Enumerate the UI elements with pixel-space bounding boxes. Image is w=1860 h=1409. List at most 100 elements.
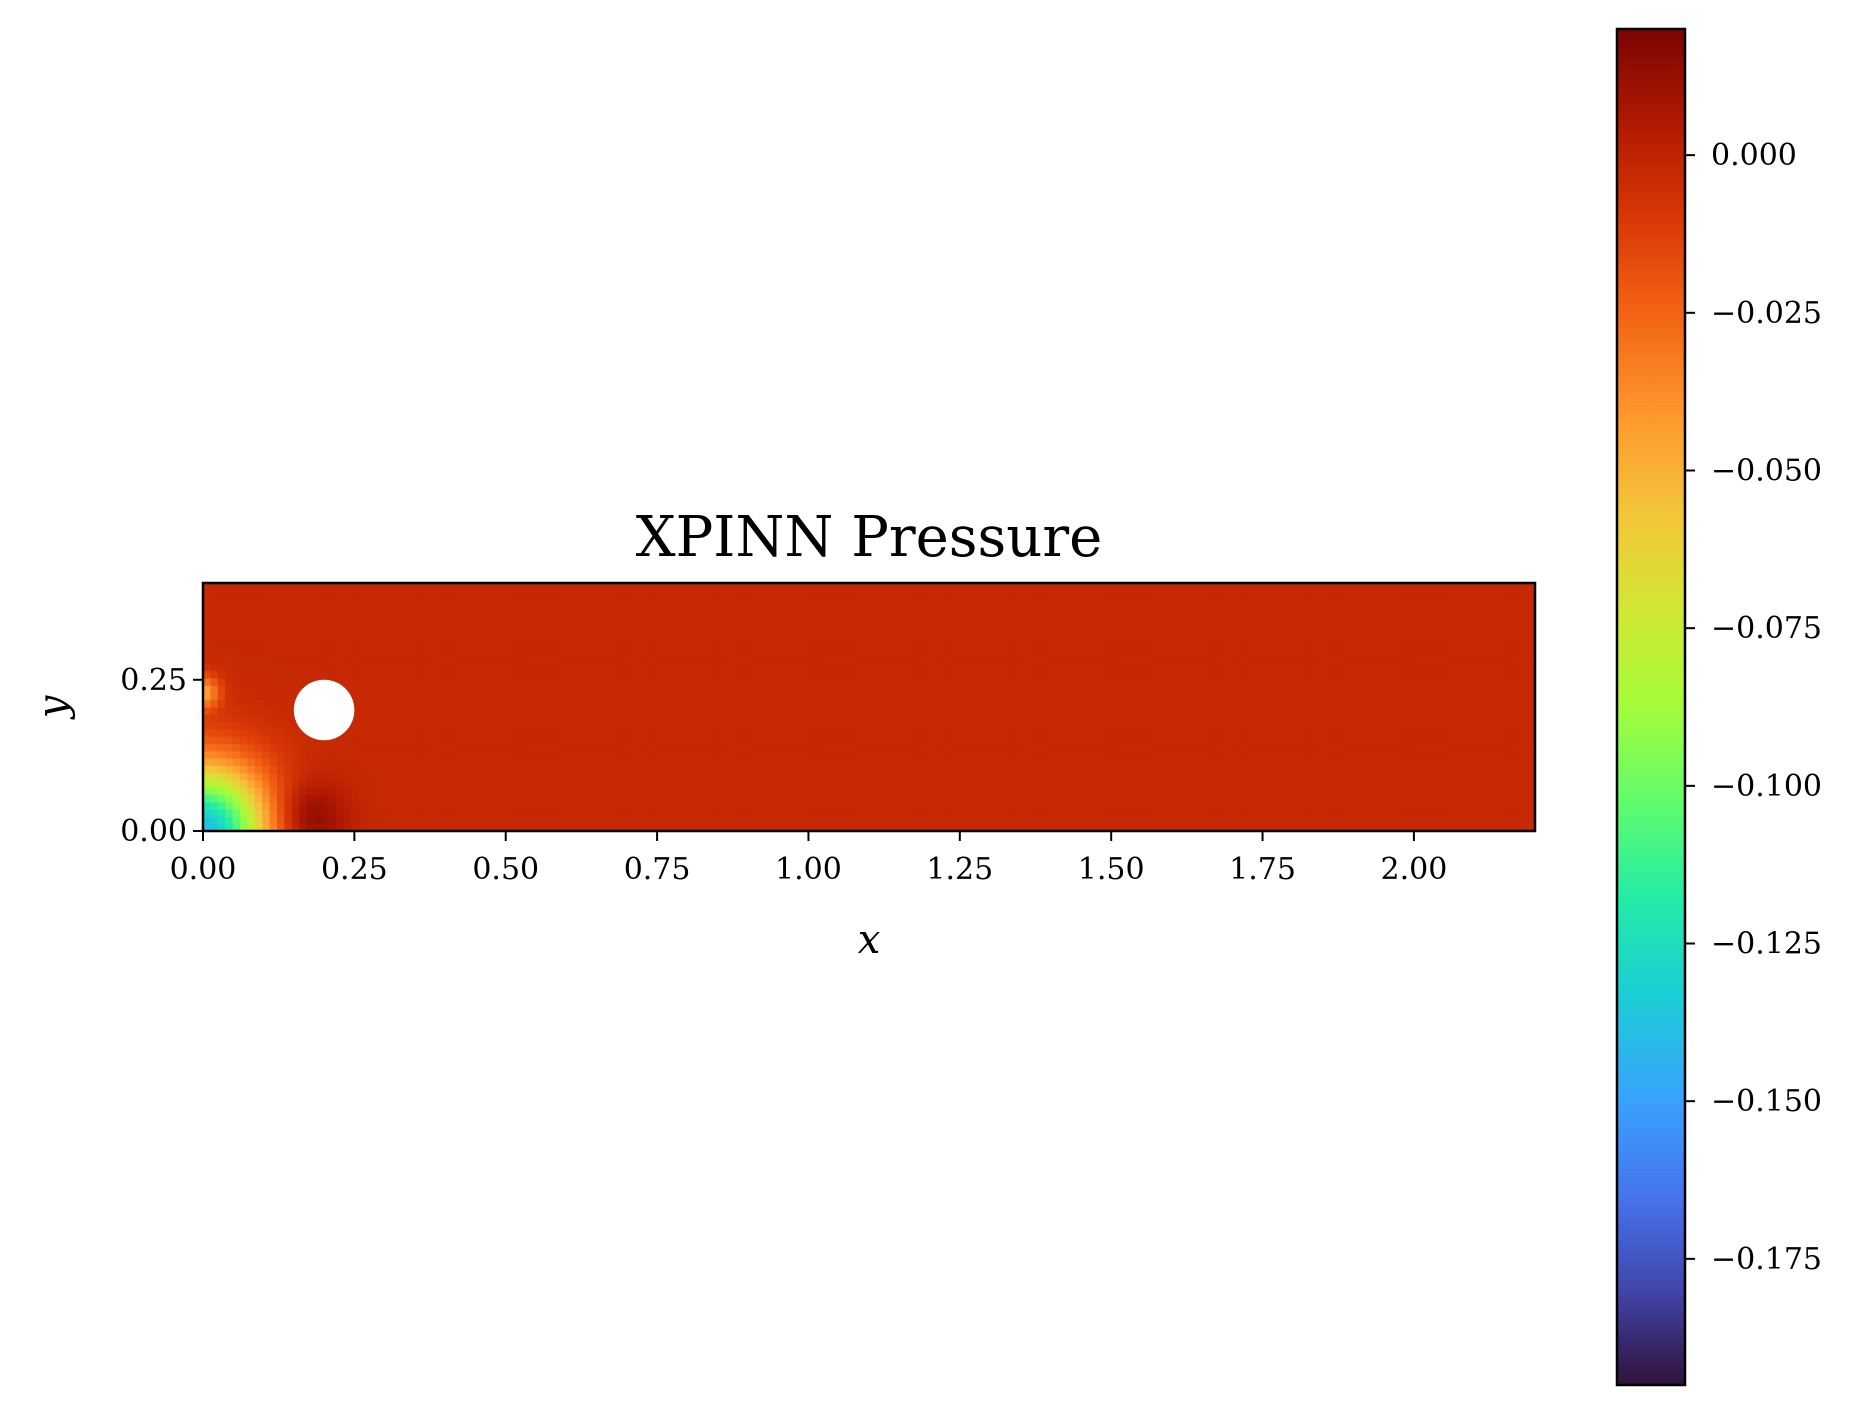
field-cell bbox=[772, 619, 781, 628]
field-cell bbox=[824, 634, 833, 642]
field-cell bbox=[1231, 641, 1240, 650]
field-cell bbox=[809, 758, 818, 766]
field-cell bbox=[861, 765, 870, 774]
field-cell bbox=[513, 809, 522, 818]
field-cell bbox=[306, 743, 315, 752]
field-cell bbox=[210, 772, 219, 781]
field-cell bbox=[417, 641, 426, 650]
field-cell bbox=[647, 604, 655, 613]
field-cell bbox=[1076, 663, 1085, 672]
field-cell bbox=[965, 699, 974, 708]
field-cell bbox=[691, 787, 700, 796]
field-cell bbox=[1024, 597, 1033, 606]
field-cell bbox=[358, 801, 367, 810]
field-cell bbox=[1194, 597, 1203, 606]
field-cell bbox=[1179, 794, 1188, 803]
field-cell bbox=[395, 787, 404, 796]
field-cell bbox=[410, 801, 419, 810]
field-cell bbox=[661, 612, 670, 621]
field-cell bbox=[1113, 634, 1122, 642]
field-cell bbox=[669, 714, 678, 723]
field-cell bbox=[765, 736, 774, 745]
field-cell bbox=[624, 677, 633, 686]
field-cell bbox=[550, 590, 559, 599]
field-cell bbox=[232, 648, 241, 657]
field-cell bbox=[1224, 750, 1233, 759]
field-cell bbox=[388, 707, 396, 715]
field-cell bbox=[469, 779, 478, 788]
field-cell bbox=[425, 787, 433, 796]
field-cell bbox=[647, 765, 655, 774]
field-cell bbox=[1179, 809, 1188, 818]
field-cell bbox=[254, 685, 263, 694]
field-cell bbox=[1076, 604, 1085, 613]
field-cell bbox=[262, 626, 271, 635]
field-cell bbox=[943, 692, 951, 701]
field-cell bbox=[617, 743, 626, 752]
field-cell bbox=[913, 685, 922, 694]
field-cell bbox=[1039, 677, 1048, 686]
field-cell bbox=[595, 604, 604, 613]
field-cell bbox=[728, 699, 737, 708]
field-cell bbox=[1268, 794, 1277, 803]
field-cell bbox=[1002, 699, 1011, 708]
field-cell bbox=[240, 634, 248, 642]
field-cell bbox=[543, 692, 552, 701]
field-cell bbox=[647, 677, 655, 686]
field-cell bbox=[439, 692, 448, 701]
field-cell bbox=[506, 692, 515, 701]
field-cell bbox=[972, 663, 981, 672]
field-cell bbox=[632, 612, 641, 621]
field-cell bbox=[1239, 736, 1247, 745]
field-cell bbox=[765, 823, 774, 831]
field-cell bbox=[506, 634, 515, 642]
field-cell bbox=[1187, 604, 1196, 613]
field-cell bbox=[351, 626, 359, 635]
field-cell bbox=[1209, 634, 1218, 642]
field-cell bbox=[358, 692, 367, 701]
field-cell bbox=[1209, 692, 1218, 701]
field-cell bbox=[1105, 721, 1114, 730]
field-cell bbox=[765, 714, 774, 723]
field-cell bbox=[1276, 721, 1284, 730]
field-cell bbox=[1246, 772, 1255, 781]
field-cell bbox=[913, 619, 922, 628]
field-cell bbox=[654, 736, 663, 745]
field-cell bbox=[1105, 765, 1114, 774]
field-cell bbox=[506, 655, 515, 664]
field-cell bbox=[373, 685, 382, 694]
field-cell bbox=[1039, 626, 1048, 635]
field-cell bbox=[284, 794, 293, 803]
field-cell bbox=[1224, 597, 1233, 606]
field-cell bbox=[780, 772, 789, 781]
field-cell bbox=[277, 707, 285, 715]
field-cell bbox=[809, 677, 818, 686]
field-cell bbox=[1276, 714, 1284, 723]
field-cell bbox=[521, 707, 530, 715]
field-cell bbox=[469, 619, 478, 628]
field-cell bbox=[1172, 655, 1181, 664]
field-cell bbox=[1194, 728, 1203, 737]
field-cell bbox=[1194, 823, 1203, 831]
field-cell bbox=[735, 648, 744, 657]
field-cell bbox=[513, 685, 522, 694]
field-cell bbox=[750, 823, 759, 831]
field-cell bbox=[277, 816, 285, 825]
field-cell bbox=[735, 692, 744, 701]
field-cell bbox=[528, 809, 537, 818]
field-cell bbox=[1179, 604, 1188, 613]
field-cell bbox=[1283, 758, 1292, 766]
field-cell bbox=[269, 670, 278, 679]
field-cell bbox=[972, 750, 981, 759]
field-cell bbox=[750, 699, 759, 708]
field-cell bbox=[1216, 721, 1225, 730]
field-cell bbox=[351, 677, 359, 686]
field-cell bbox=[957, 692, 966, 701]
field-cell bbox=[1009, 670, 1018, 679]
field-cell bbox=[1098, 655, 1107, 664]
field-cell bbox=[284, 750, 293, 759]
field-cell bbox=[854, 648, 863, 657]
field-cell bbox=[528, 583, 537, 591]
field-cell bbox=[817, 765, 826, 774]
field-cell bbox=[1187, 677, 1196, 686]
